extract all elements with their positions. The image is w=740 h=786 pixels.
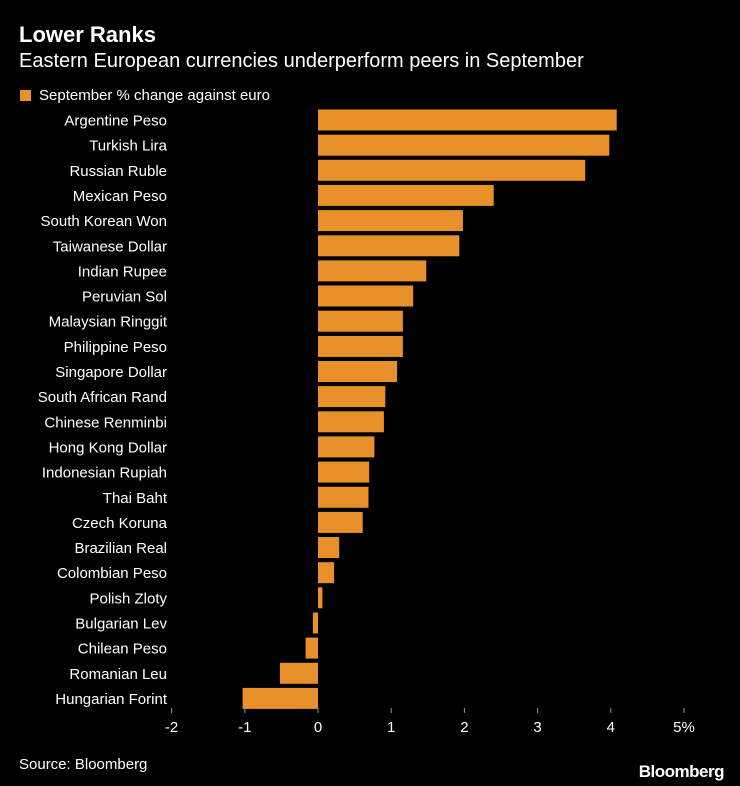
x-tick-label: 3 bbox=[533, 719, 541, 736]
x-tick-label: 1 bbox=[387, 719, 395, 736]
category-label: Chilean Peso bbox=[78, 641, 167, 658]
category-label: Turkish Lira bbox=[89, 138, 167, 155]
chart-subtitle: Eastern European currencies underperform… bbox=[19, 50, 584, 72]
bar-colombian-peso bbox=[318, 562, 335, 584]
category-label: Malaysian Ringgit bbox=[49, 314, 168, 331]
bar-taiwanese-dollar bbox=[318, 235, 460, 257]
category-label: Mexican Peso bbox=[73, 188, 167, 205]
category-label: Hungarian Forint bbox=[55, 691, 168, 708]
x-tick-label: 5% bbox=[673, 719, 695, 736]
x-tick-label: -1 bbox=[238, 719, 251, 736]
bar-polish-zloty bbox=[318, 587, 323, 609]
category-label: Singapore Dollar bbox=[55, 364, 167, 381]
bar-hungarian-forint bbox=[242, 687, 318, 709]
bar-brazilian-real bbox=[318, 537, 340, 558]
bar-peruvian-sol bbox=[318, 285, 414, 307]
legend-swatch bbox=[20, 90, 31, 101]
category-label: Czech Koruna bbox=[72, 515, 168, 532]
bar-romanian-leu bbox=[279, 662, 318, 684]
bar-chinese-renminbi bbox=[318, 411, 384, 433]
bar-singapore-dollar bbox=[318, 361, 398, 382]
bar-philippine-peso bbox=[318, 335, 403, 357]
legend-label: September % change against euro bbox=[39, 87, 270, 104]
bar-south-korean-won bbox=[318, 210, 463, 232]
bar-czech-koruna bbox=[318, 511, 363, 533]
bar-south-african-rand bbox=[318, 386, 386, 408]
bar-turkish-lira bbox=[318, 134, 610, 156]
category-label: Colombian Peso bbox=[57, 565, 167, 582]
category-label: Indonesian Rupiah bbox=[42, 465, 167, 482]
category-label: Romanian Leu bbox=[69, 666, 167, 683]
category-label: Polish Zloty bbox=[89, 590, 167, 607]
x-tick-label: 2 bbox=[460, 719, 468, 736]
source-note: Source: Bloomberg bbox=[19, 756, 148, 773]
x-tick-label: 4 bbox=[607, 719, 615, 736]
category-label: Philippine Peso bbox=[64, 339, 167, 356]
bar-malaysian-ringgit bbox=[318, 310, 403, 332]
category-label: Brazilian Real bbox=[74, 540, 167, 557]
category-label: Peruvian Sol bbox=[82, 289, 167, 306]
bloomberg-logo: Bloomberg bbox=[638, 762, 725, 781]
category-label: Russian Ruble bbox=[69, 163, 167, 180]
bar-argentine-peso bbox=[318, 109, 617, 131]
bar-indonesian-rupiah bbox=[318, 461, 370, 483]
category-label: Hong Kong Dollar bbox=[49, 439, 167, 456]
category-label: South Korean Won bbox=[41, 213, 167, 230]
bar-chilean-peso bbox=[305, 637, 318, 659]
bar-thai-baht bbox=[318, 486, 369, 508]
chart-title: Lower Ranks bbox=[19, 22, 156, 47]
category-label: Indian Rupee bbox=[78, 263, 167, 280]
category-label: Thai Baht bbox=[103, 490, 168, 507]
category-label: Taiwanese Dollar bbox=[53, 238, 167, 255]
category-label: Chinese Renminbi bbox=[44, 414, 167, 431]
category-label: Bulgarian Lev bbox=[75, 616, 167, 633]
bar-mexican-peso bbox=[318, 184, 494, 206]
category-label: Argentine Peso bbox=[64, 113, 167, 130]
bar-hong-kong-dollar bbox=[318, 436, 375, 458]
bar-bulgarian-lev bbox=[312, 612, 318, 634]
category-label: South African Rand bbox=[38, 389, 167, 406]
x-tick-label: 0 bbox=[314, 719, 322, 736]
bar-indian-rupee bbox=[318, 260, 427, 282]
bar-russian-ruble bbox=[318, 159, 586, 181]
x-tick-label: -2 bbox=[165, 719, 178, 736]
chart-legend: September % change against euro bbox=[20, 87, 270, 104]
